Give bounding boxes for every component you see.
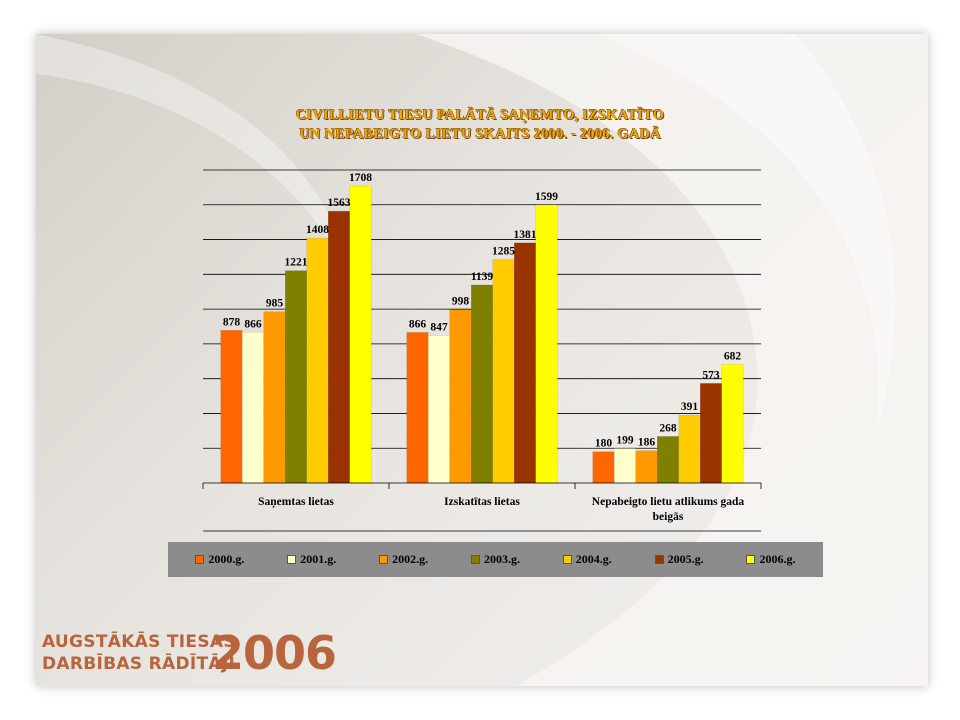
bar-2004g-1: [492, 259, 515, 484]
legend-label: 2003.g.: [483, 552, 520, 566]
bar-2002g-0: [263, 311, 286, 484]
x-axis: Saņemtas lietas Izskatītas lietas Nepabeig…: [202, 482, 762, 532]
data-label: 186: [638, 437, 656, 449]
x-tick-label: Nepabeigto lietu atlikums gada: [592, 496, 745, 508]
legend-label: 2004.g.: [575, 552, 612, 566]
legend-item: 2002.g.: [379, 552, 428, 567]
bar-2003g-0: [285, 270, 307, 484]
bar-2004g-0: [306, 237, 329, 484]
data-label: 682: [724, 350, 742, 362]
x-tick-label: Izskatītas lietas: [444, 496, 520, 508]
data-label: 180: [595, 438, 613, 450]
legend-swatch: [654, 555, 664, 564]
bar-2000g-0: [220, 330, 243, 484]
legend-item: 2003.g.: [470, 552, 520, 567]
data-label: 1221: [285, 257, 308, 269]
data-label: 866: [244, 318, 262, 330]
chart-title-line-1: CIVILLIETU TIESU PALĀTĀ SAŅEMTO, IZSKATĪ…: [295, 107, 665, 123]
legend-item: 2005.g.: [654, 552, 704, 567]
bar-2001g-0: [242, 332, 264, 484]
legend-item: 2001.g.: [287, 552, 336, 567]
legend: 2000.g. 2001.g. 2002.g. 2003.g. 2004.g. 2005.…: [168, 542, 823, 577]
data-label: 573: [702, 369, 720, 381]
chart-title: CIVILLIETU TIESU PALĀTĀ SAŅEMTO, IZSKATĪ…: [180, 106, 780, 144]
data-label: 847: [430, 322, 448, 334]
slide-background: [36, 34, 928, 686]
data-label: 866: [409, 318, 427, 330]
bar-2001g-2: [614, 448, 636, 484]
chart-title-line-2: UN NEPABEIGTO LIETU SKAITS 2000. - 2006.…: [299, 126, 661, 142]
data-label: 1708: [349, 172, 372, 184]
legend-swatch: [287, 555, 297, 564]
data-label: 1139: [471, 271, 494, 283]
legend-label: 2000.g.: [208, 552, 245, 566]
bar-2001g-1: [428, 335, 450, 484]
legend-swatch: [562, 555, 572, 564]
data-label: 391: [681, 401, 699, 413]
legend-swatch: [379, 555, 389, 564]
data-label: 985: [266, 298, 284, 310]
legend-item: 2004.g.: [562, 552, 612, 567]
data-label: 268: [659, 422, 677, 434]
data-label: 1563: [328, 197, 351, 209]
bar-2003g-1: [471, 284, 493, 484]
data-label: 199: [616, 434, 634, 446]
bar-2005g-0: [328, 210, 350, 484]
bar-2002g-1: [449, 309, 472, 484]
brand-line-1: AUGSTĀKĀS TIESAS: [42, 632, 236, 652]
data-label: 1381: [514, 229, 537, 241]
bar-2002g-2: [635, 450, 658, 484]
brand-year: 2006: [212, 626, 337, 680]
data-label: 1599: [535, 191, 558, 203]
bar-2004g-2: [678, 414, 701, 484]
legend-item: 2006.g.: [746, 552, 795, 567]
bar-2003g-2: [657, 436, 679, 484]
bar-2006g-1: [535, 204, 558, 484]
legend-swatch: [746, 555, 756, 564]
brand-line-2: DARBĪBAS RĀDĪTĀJI: [42, 654, 236, 674]
legend-swatch: [470, 555, 480, 564]
bar-2005g-2: [700, 383, 722, 484]
bar-2006g-2: [721, 364, 744, 484]
background-swoosh: [36, 34, 928, 686]
legend-label: 2005.g.: [667, 552, 704, 566]
bar-2006g-0: [349, 185, 372, 484]
x-tick-label: Saņemtas lietas: [258, 496, 334, 509]
legend-label: 2006.g.: [759, 552, 796, 566]
x-tick-label: beigās: [653, 511, 684, 523]
bar-2000g-1: [406, 332, 429, 484]
bar-2000g-2: [592, 451, 615, 484]
data-label: 1285: [492, 246, 515, 258]
legend-swatch: [195, 555, 205, 564]
legend-label: 2001.g.: [300, 552, 337, 566]
data-label: 998: [452, 295, 470, 307]
data-label: 878: [223, 316, 241, 328]
data-label: 1408: [306, 224, 329, 236]
bar-2005g-1: [514, 242, 536, 484]
bars: [220, 185, 744, 484]
legend-item: 2000.g.: [195, 552, 244, 567]
legend-label: 2002.g.: [392, 552, 429, 566]
